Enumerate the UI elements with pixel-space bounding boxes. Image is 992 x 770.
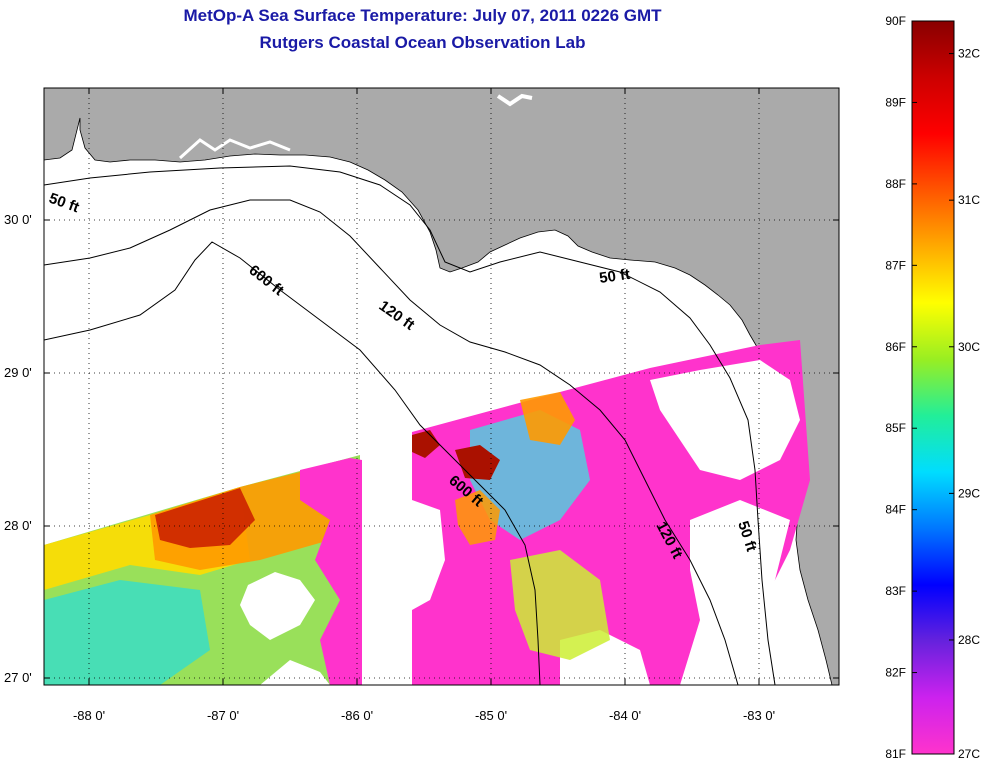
bay-water bbox=[178, 138, 291, 160]
map-subtitle: Rutgers Coastal Ocean Observation Lab bbox=[259, 33, 586, 52]
lat-label-29: 29 0' bbox=[4, 365, 32, 380]
colorbar-f-label: 90F bbox=[885, 14, 906, 28]
map-title: MetOp-A Sea Surface Temperature: July 07… bbox=[183, 6, 662, 25]
colorbar-f-label: 86F bbox=[885, 340, 906, 354]
cloud-gap-west-2 bbox=[260, 660, 330, 685]
sst-orange-east-2 bbox=[455, 490, 500, 545]
lat-label-27: 27 0' bbox=[4, 670, 32, 685]
lon-label-88: -88 0' bbox=[73, 708, 105, 723]
colorbar-gradient bbox=[911, 20, 955, 755]
lat-label-30: 30 0' bbox=[4, 212, 32, 227]
colorbar-c-label: 27C bbox=[958, 747, 980, 761]
lon-label-86: -86 0' bbox=[341, 708, 373, 723]
colorbar-f-label: 82F bbox=[885, 666, 906, 680]
colorbar-f-label: 83F bbox=[885, 584, 906, 598]
contour-600ft bbox=[44, 241, 541, 685]
colorbar-c-label: 30C bbox=[958, 340, 980, 354]
cloud-gap-east-1 bbox=[412, 500, 445, 610]
bathymetry-contours bbox=[44, 165, 776, 685]
colorbar-f-label: 89F bbox=[885, 95, 906, 109]
contour-120ft bbox=[44, 199, 739, 685]
sst-red-patch bbox=[155, 488, 255, 548]
colorbar-f-label: 84F bbox=[885, 503, 906, 517]
sst-yellow-east bbox=[510, 550, 610, 660]
cloud-gap-east-3 bbox=[680, 500, 790, 685]
lon-label-84: -84 0' bbox=[609, 708, 641, 723]
lon-label-85: -85 0' bbox=[475, 708, 507, 723]
cloud-gap-west bbox=[240, 572, 315, 640]
lon-label-83: -83 0' bbox=[743, 708, 775, 723]
colorbar-c-label: 29C bbox=[958, 486, 980, 500]
lat-label-28: 28 0' bbox=[4, 518, 32, 533]
lake-water bbox=[496, 93, 533, 107]
colorbar: 90F 89F 88F 87F 86F 85F 84F 83F 82F 81F 32C 31C 30C… bbox=[885, 14, 980, 761]
colorbar-f-label: 81F bbox=[885, 747, 906, 761]
colorbar-c-label: 32C bbox=[958, 47, 980, 61]
colorbar-c-label: 28C bbox=[958, 633, 980, 647]
cloud-mask-west bbox=[300, 458, 362, 685]
map-frame bbox=[43, 87, 840, 686]
contour-label-50ft-east: 50 ft bbox=[598, 266, 631, 287]
sst-red-east-1 bbox=[412, 430, 440, 458]
cloud-gap-east-2 bbox=[650, 360, 800, 480]
sst-cool-patch bbox=[44, 580, 210, 685]
axis-ticks bbox=[44, 88, 839, 685]
lon-label-87: -87 0' bbox=[207, 708, 239, 723]
contour-50ft bbox=[44, 165, 776, 685]
colorbar-c-label: 31C bbox=[958, 193, 980, 207]
sst-orange-east bbox=[520, 392, 575, 445]
colorbar-f-label: 85F bbox=[885, 421, 906, 435]
colorbar-f-label: 88F bbox=[885, 177, 906, 191]
colorbar-f-label: 87F bbox=[885, 258, 906, 272]
